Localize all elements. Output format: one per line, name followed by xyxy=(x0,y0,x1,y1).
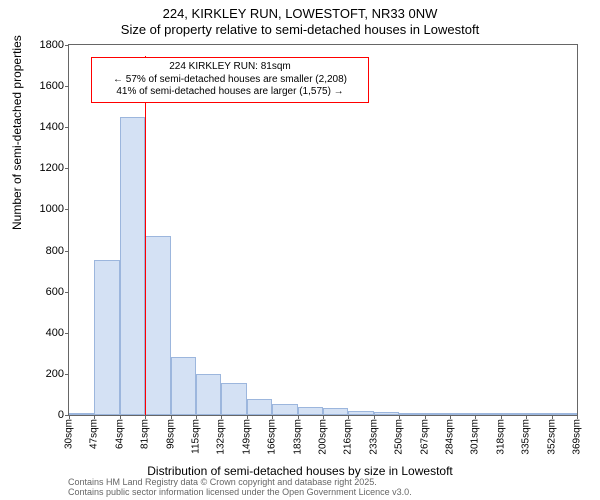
x-tick-label: 183sqm xyxy=(292,419,303,455)
histogram-bar xyxy=(526,413,551,415)
x-tick-label: 284sqm xyxy=(445,419,456,455)
y-tick-label: 800 xyxy=(24,245,69,257)
y-tick-mark xyxy=(65,127,69,128)
x-tick-label: 98sqm xyxy=(165,419,176,449)
histogram-bar xyxy=(475,413,500,415)
y-tick-mark xyxy=(65,168,69,169)
histogram-bar xyxy=(94,260,119,415)
histogram-bar xyxy=(221,383,246,415)
histogram-bar xyxy=(450,413,475,415)
callout-box: 224 KIRKLEY RUN: 81sqm← 57% of semi-deta… xyxy=(91,57,369,103)
histogram-bar xyxy=(374,412,399,415)
chart-title-main: 224, KIRKLEY RUN, LOWESTOFT, NR33 0NW xyxy=(0,6,600,21)
histogram-bar xyxy=(298,407,323,415)
histogram-bar xyxy=(323,408,348,415)
x-tick-label: 30sqm xyxy=(64,419,75,449)
x-tick-label: 115sqm xyxy=(191,419,202,454)
y-tick-label: 1400 xyxy=(24,121,69,133)
y-axis-label: Number of semi-detached properties xyxy=(10,35,24,230)
histogram-bar xyxy=(120,117,145,415)
y-tick-label: 400 xyxy=(24,327,69,339)
histogram-bar xyxy=(501,413,526,415)
histogram-bar xyxy=(399,413,424,415)
histogram-bar xyxy=(425,413,450,415)
x-tick-label: 369sqm xyxy=(572,419,583,455)
x-tick-label: 233sqm xyxy=(368,419,379,455)
x-tick-label: 81sqm xyxy=(140,419,151,449)
x-tick-label: 250sqm xyxy=(394,419,405,455)
callout-line: 41% of semi-detached houses are larger (… xyxy=(98,86,362,99)
plot-area: 02004006008001000120014001600180030sqm47… xyxy=(68,44,578,416)
histogram-bar xyxy=(272,404,297,415)
y-tick-label: 600 xyxy=(24,286,69,298)
histogram-bar xyxy=(196,374,221,415)
y-tick-mark xyxy=(65,333,69,334)
x-tick-label: 47sqm xyxy=(89,419,100,449)
x-axis-label: Distribution of semi-detached houses by … xyxy=(0,464,600,478)
y-tick-label: 200 xyxy=(24,368,69,380)
x-tick-label: 200sqm xyxy=(318,419,329,455)
y-tick-label: 1600 xyxy=(24,80,69,92)
histogram-bar xyxy=(69,413,94,415)
histogram-bar xyxy=(552,413,577,415)
callout-line: ← 57% of semi-detached houses are smalle… xyxy=(98,74,362,87)
y-tick-label: 0 xyxy=(24,409,69,421)
y-tick-mark xyxy=(65,292,69,293)
y-tick-label: 1800 xyxy=(24,39,69,51)
x-tick-label: 166sqm xyxy=(267,419,278,455)
histogram-chart: 224, KIRKLEY RUN, LOWESTOFT, NR33 0NW Si… xyxy=(0,0,600,500)
x-tick-label: 132sqm xyxy=(216,419,227,455)
x-tick-label: 267sqm xyxy=(419,419,430,455)
y-tick-mark xyxy=(65,374,69,375)
histogram-bar xyxy=(247,399,272,415)
footer-line-2: Contains public sector information licen… xyxy=(68,488,412,498)
histogram-bar xyxy=(171,357,196,415)
property-marker-line xyxy=(145,56,146,415)
x-tick-label: 216sqm xyxy=(343,419,354,455)
chart-footer: Contains HM Land Registry data © Crown c… xyxy=(68,478,412,498)
x-tick-label: 352sqm xyxy=(546,419,557,455)
callout-line: 224 KIRKLEY RUN: 81sqm xyxy=(98,61,362,74)
y-tick-mark xyxy=(65,251,69,252)
y-tick-label: 1000 xyxy=(24,203,69,215)
y-tick-mark xyxy=(65,209,69,210)
y-tick-mark xyxy=(65,86,69,87)
y-tick-mark xyxy=(65,45,69,46)
x-tick-label: 149sqm xyxy=(241,419,252,455)
x-tick-label: 335sqm xyxy=(521,419,532,455)
x-tick-label: 301sqm xyxy=(470,419,481,455)
histogram-bar xyxy=(145,236,170,415)
chart-title-sub: Size of property relative to semi-detach… xyxy=(0,22,600,37)
x-tick-label: 64sqm xyxy=(114,419,125,449)
x-tick-label: 318sqm xyxy=(495,419,506,455)
histogram-bar xyxy=(348,411,373,415)
y-tick-label: 1200 xyxy=(24,162,69,174)
